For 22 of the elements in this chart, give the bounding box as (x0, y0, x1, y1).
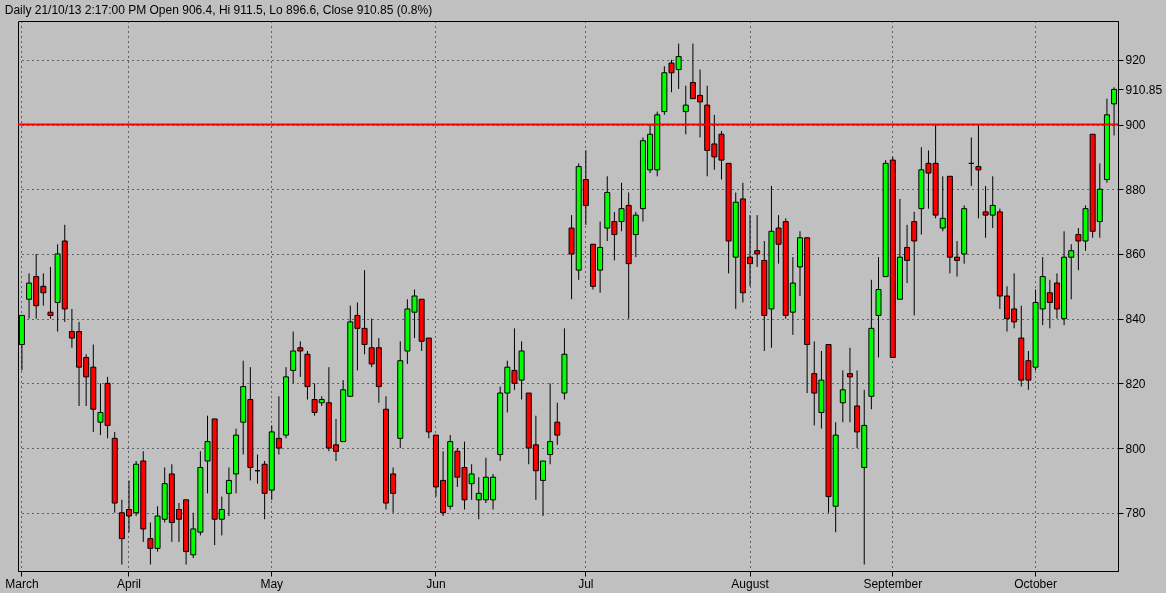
candlestick (47, 266, 54, 320)
x-tick-label: August (731, 576, 770, 591)
y-tick-label: 840 (1125, 312, 1146, 327)
y-tick-label: 880 (1125, 182, 1146, 197)
y-tick-label: 910.85 (1125, 82, 1163, 97)
y-tick-label: 820 (1125, 376, 1146, 391)
candlestick (682, 85, 689, 135)
y-tick-label: 920 (1125, 53, 1146, 68)
x-tick-label: October (1014, 576, 1057, 591)
x-tick-label: Jun (426, 576, 446, 591)
x-tick-label: March (5, 576, 39, 591)
chart-title: Daily 21/10/13 2:17:00 PM Open 906.4, Hi 911.5, Lo 896.6, Close 910.85 (0.8%) (4, 3, 433, 17)
x-tick-label: April (116, 576, 142, 591)
y-tick-label: 780 (1125, 506, 1146, 521)
x-tick-label: May (260, 576, 284, 591)
candlestick (554, 402, 561, 446)
x-tick-label: Jul (578, 576, 594, 591)
y-tick-label: 860 (1125, 247, 1146, 262)
y-tick-label: 900 (1125, 118, 1146, 133)
candlestick (225, 466, 232, 517)
x-tick-label: September (863, 576, 923, 591)
y-tick-label: 800 (1125, 441, 1146, 456)
